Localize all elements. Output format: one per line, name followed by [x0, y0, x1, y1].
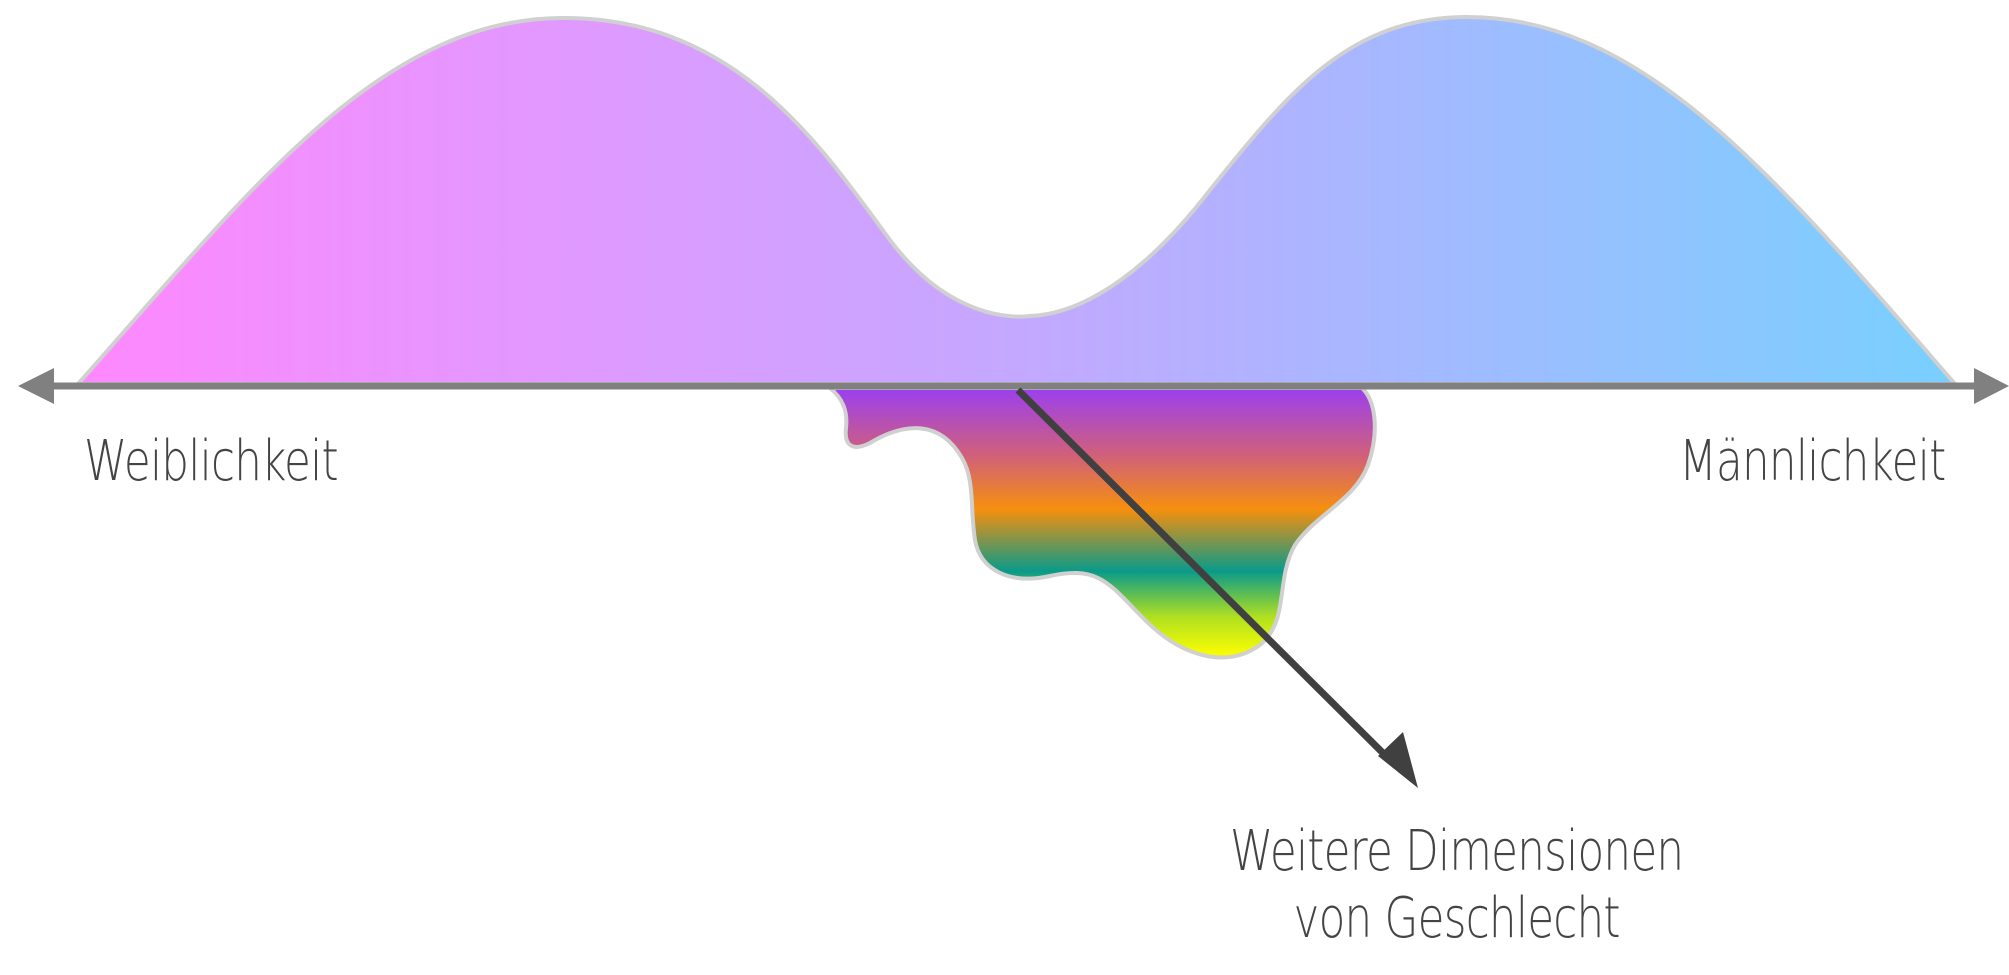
further-dimensions-line-1: Weitere Dimensionen [1230, 819, 1684, 884]
dimension-arrow-line [1015, 387, 1398, 768]
axis-right-arrowhead [1974, 368, 2009, 404]
other-dimensions-blob [824, 386, 1377, 660]
masculinity-label: Männlichkeit [1678, 429, 1946, 494]
axis-left-arrowhead [18, 368, 54, 404]
dimension-arrowhead [1378, 732, 1418, 788]
further-dimensions-label: Weitere Dimensionen von Geschlecht [1230, 818, 1684, 952]
further-dimensions-line-2: von Geschlecht [1293, 886, 1621, 952]
bimodal-distribution-curve [73, 14, 1960, 386]
femininity-label: Weiblichkeit [84, 429, 339, 494]
